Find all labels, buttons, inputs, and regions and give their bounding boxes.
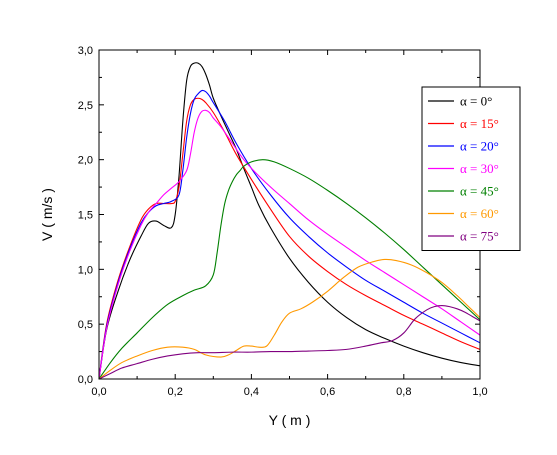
- legend-label: α = 75°: [460, 229, 499, 244]
- y-tick-label: 0,0: [78, 374, 93, 386]
- legend-label: α = 45°: [460, 184, 499, 199]
- y-tick-label: 3,0: [78, 45, 93, 57]
- legend-label: α = 15°: [460, 116, 499, 131]
- x-tick-label: 1,0: [472, 386, 487, 398]
- series-line-5: [98, 258, 481, 380]
- x-tick-label: 0,6: [320, 386, 335, 398]
- series-line-1: [98, 97, 481, 380]
- legend-label: α = 60°: [460, 206, 499, 221]
- legend-label: α = 20°: [460, 139, 499, 154]
- x-axis: 0,0 0,2 0,4 0,6 0,8 1,0: [91, 50, 488, 398]
- legend-label: α = 30°: [460, 161, 499, 176]
- series-line-0: [98, 62, 481, 380]
- y-axis-label: V ( m/s ): [39, 188, 55, 241]
- x-axis-label: Y ( m ): [269, 412, 311, 428]
- plot-lines: [98, 62, 481, 380]
- x-tick-label: 0,0: [91, 386, 106, 398]
- legend-label: α = 0°: [460, 94, 492, 109]
- y-tick-label: 1,0: [78, 264, 93, 276]
- x-tick-label: 0,2: [168, 386, 183, 398]
- y-axis: 0,0 0,5 1,0 1,5 2,0 2,5 3,0: [78, 45, 480, 386]
- x-tick-label: 0,8: [396, 386, 411, 398]
- series-line-6: [98, 304, 481, 380]
- y-tick-label: 1,5: [78, 210, 93, 222]
- y-tick-label: 2,5: [78, 100, 93, 112]
- series-line-3: [98, 109, 481, 380]
- y-tick-label: 2,0: [78, 155, 93, 167]
- x-tick-label: 0,4: [244, 386, 259, 398]
- y-tick-label: 0,5: [78, 319, 93, 331]
- series-line-4: [98, 159, 481, 380]
- legend: α = 0° α = 15° α = 20° α = 30° α = 45° α = 60…: [421, 86, 521, 251]
